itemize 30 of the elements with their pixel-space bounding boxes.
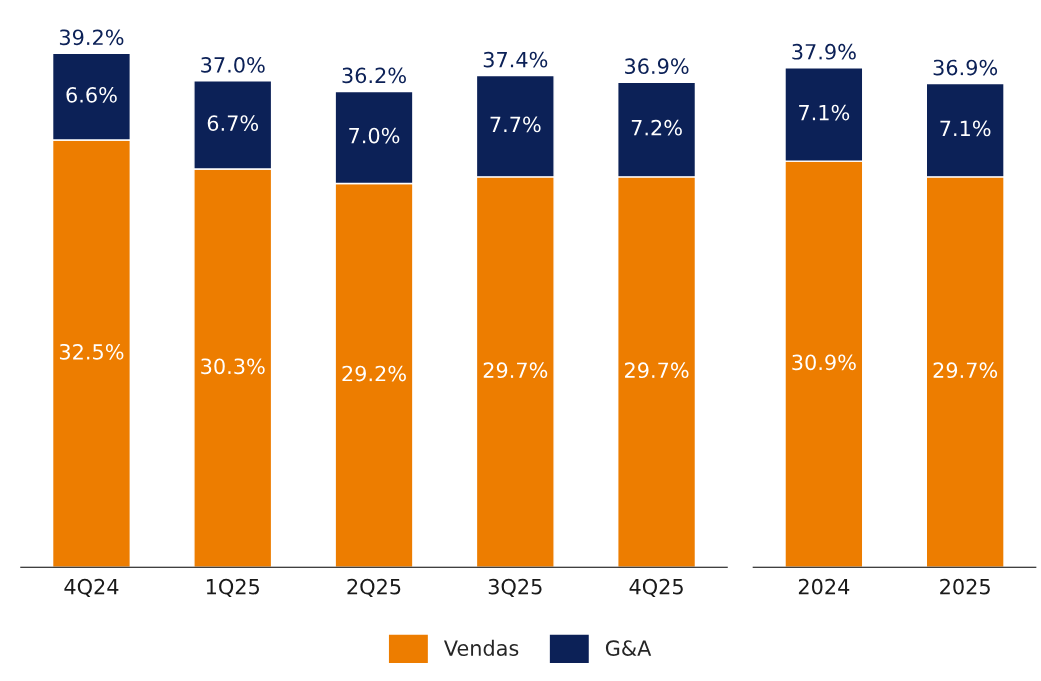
data-label: 29.7%	[625, 362, 689, 379]
data-label: 7.1%	[799, 104, 850, 121]
total-label: 36.2%	[342, 67, 406, 84]
data-label: 7.0%	[349, 127, 400, 144]
x-tick-label: 3Q25	[488, 578, 542, 597]
data-label: 7.1%	[940, 120, 991, 137]
data-label: 32.5%	[59, 343, 124, 360]
x-tick-label: 1Q25	[206, 578, 259, 597]
x-tick-label: 2Q25	[347, 578, 401, 597]
x-tick-label: 4Q25	[629, 578, 683, 597]
data-label: 6.6%	[66, 86, 117, 103]
total-label: 37.4%	[483, 51, 548, 68]
data-label: 30.9%	[792, 354, 856, 371]
legend-label: Vendas	[443, 639, 519, 656]
total-label: 37.9%	[792, 43, 856, 60]
data-label: 29.2%	[342, 365, 406, 382]
total-label: 39.2%	[59, 29, 124, 46]
legend-label: G&A	[605, 640, 652, 656]
data-label: 30.3%	[201, 358, 265, 375]
data-label: 29.7%	[933, 362, 998, 379]
data-label: 29.7%	[483, 362, 548, 379]
x-tick-label: 2025	[940, 578, 990, 595]
total-label: 37.0%	[201, 57, 265, 73]
x-tick-label: 2024	[798, 578, 850, 595]
total-label: 36.9%	[625, 58, 689, 75]
data-label: 6.7%	[207, 115, 259, 131]
x-tick-label: 4Q24	[64, 578, 119, 597]
data-label: 7.7%	[490, 116, 541, 133]
total-label: 36.9%	[933, 59, 998, 76]
data-label: 7.2%	[631, 119, 682, 136]
